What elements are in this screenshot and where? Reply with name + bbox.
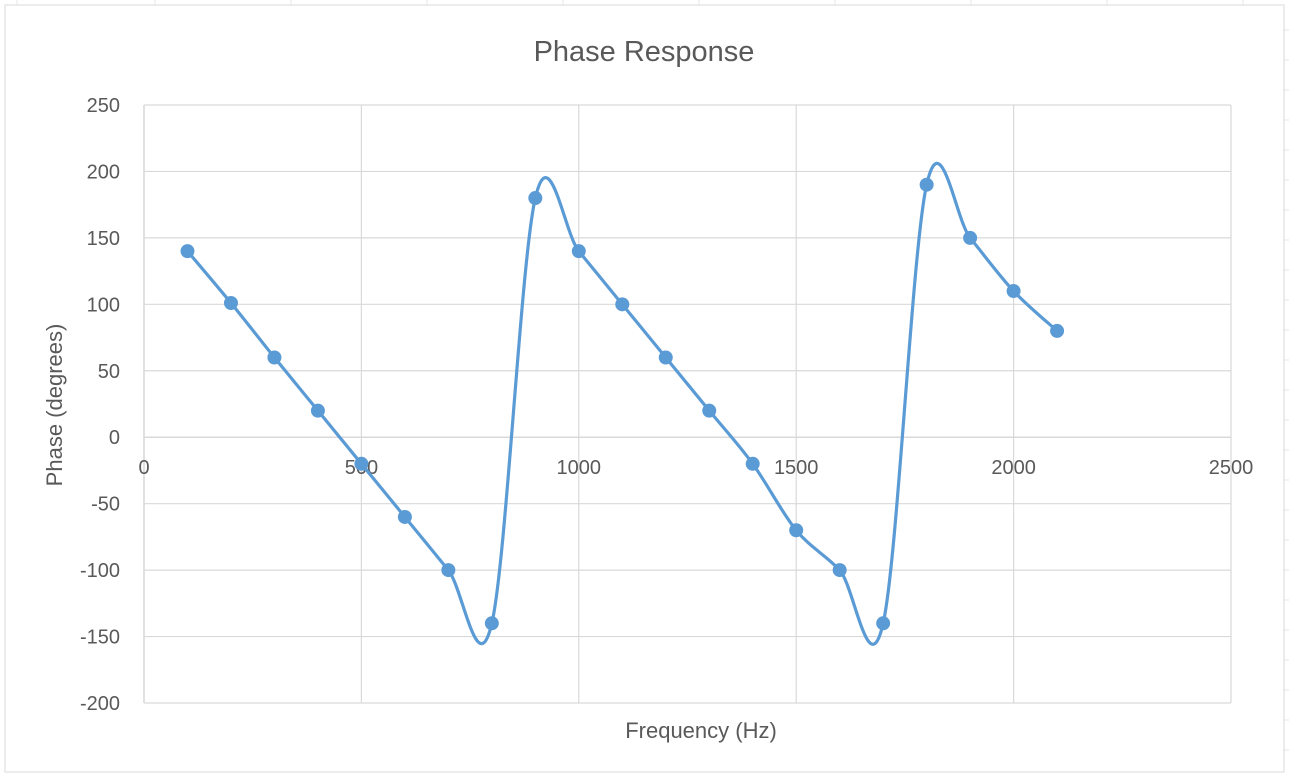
data-point[interactable] <box>180 244 195 259</box>
data-point[interactable] <box>1050 323 1065 338</box>
data-point[interactable] <box>745 456 760 471</box>
data-point[interactable] <box>528 191 543 206</box>
data-point[interactable] <box>571 244 586 259</box>
x-tick-label: 2000 <box>991 457 1036 479</box>
y-tick-label: 50 <box>98 361 120 383</box>
data-point[interactable] <box>1006 284 1021 299</box>
x-axis-title[interactable]: Frequency (Hz) <box>625 718 777 743</box>
data-point[interactable] <box>267 350 282 365</box>
y-tick-label: -50 <box>91 494 120 516</box>
y-tick-label: 0 <box>109 427 120 449</box>
data-point[interactable] <box>223 296 238 311</box>
y-tick-label: 250 <box>87 95 120 117</box>
y-tick-label: 100 <box>87 294 120 316</box>
y-tick-label: -150 <box>80 627 120 649</box>
data-point[interactable] <box>876 616 891 631</box>
sheet-gridlines <box>16 0 1289 751</box>
y-tick-label: -200 <box>80 693 120 715</box>
chart-title[interactable]: Phase Response <box>534 36 755 68</box>
data-point[interactable] <box>658 350 673 365</box>
data-point[interactable] <box>919 177 934 192</box>
data-point[interactable] <box>789 523 804 538</box>
y-tick-label: 150 <box>87 228 120 250</box>
data-point[interactable] <box>397 509 412 524</box>
data-point[interactable] <box>484 616 499 631</box>
y-tick-label: -100 <box>80 560 120 582</box>
y-axis-title[interactable]: Phase (degrees) <box>42 324 67 487</box>
plot-series[interactable] <box>180 162 1065 646</box>
data-point[interactable] <box>963 230 978 245</box>
x-tick-label: 1000 <box>557 457 602 479</box>
y-tick-labels: 250 200 150 100 50 0 -50 -100 -150 -200 <box>80 95 120 715</box>
axes <box>143 105 1231 703</box>
x-tick-label: 0 <box>138 457 149 479</box>
y-tick-label: 200 <box>87 161 120 183</box>
data-point[interactable] <box>441 563 456 578</box>
data-point[interactable] <box>615 297 630 312</box>
x-tick-label: 2500 <box>1209 457 1254 479</box>
x-tick-label: 1500 <box>774 457 819 479</box>
data-point[interactable] <box>702 403 717 418</box>
data-point[interactable] <box>832 563 847 578</box>
data-point[interactable] <box>354 456 369 471</box>
chart-area[interactable] <box>4 4 1285 773</box>
data-point[interactable] <box>310 403 325 418</box>
